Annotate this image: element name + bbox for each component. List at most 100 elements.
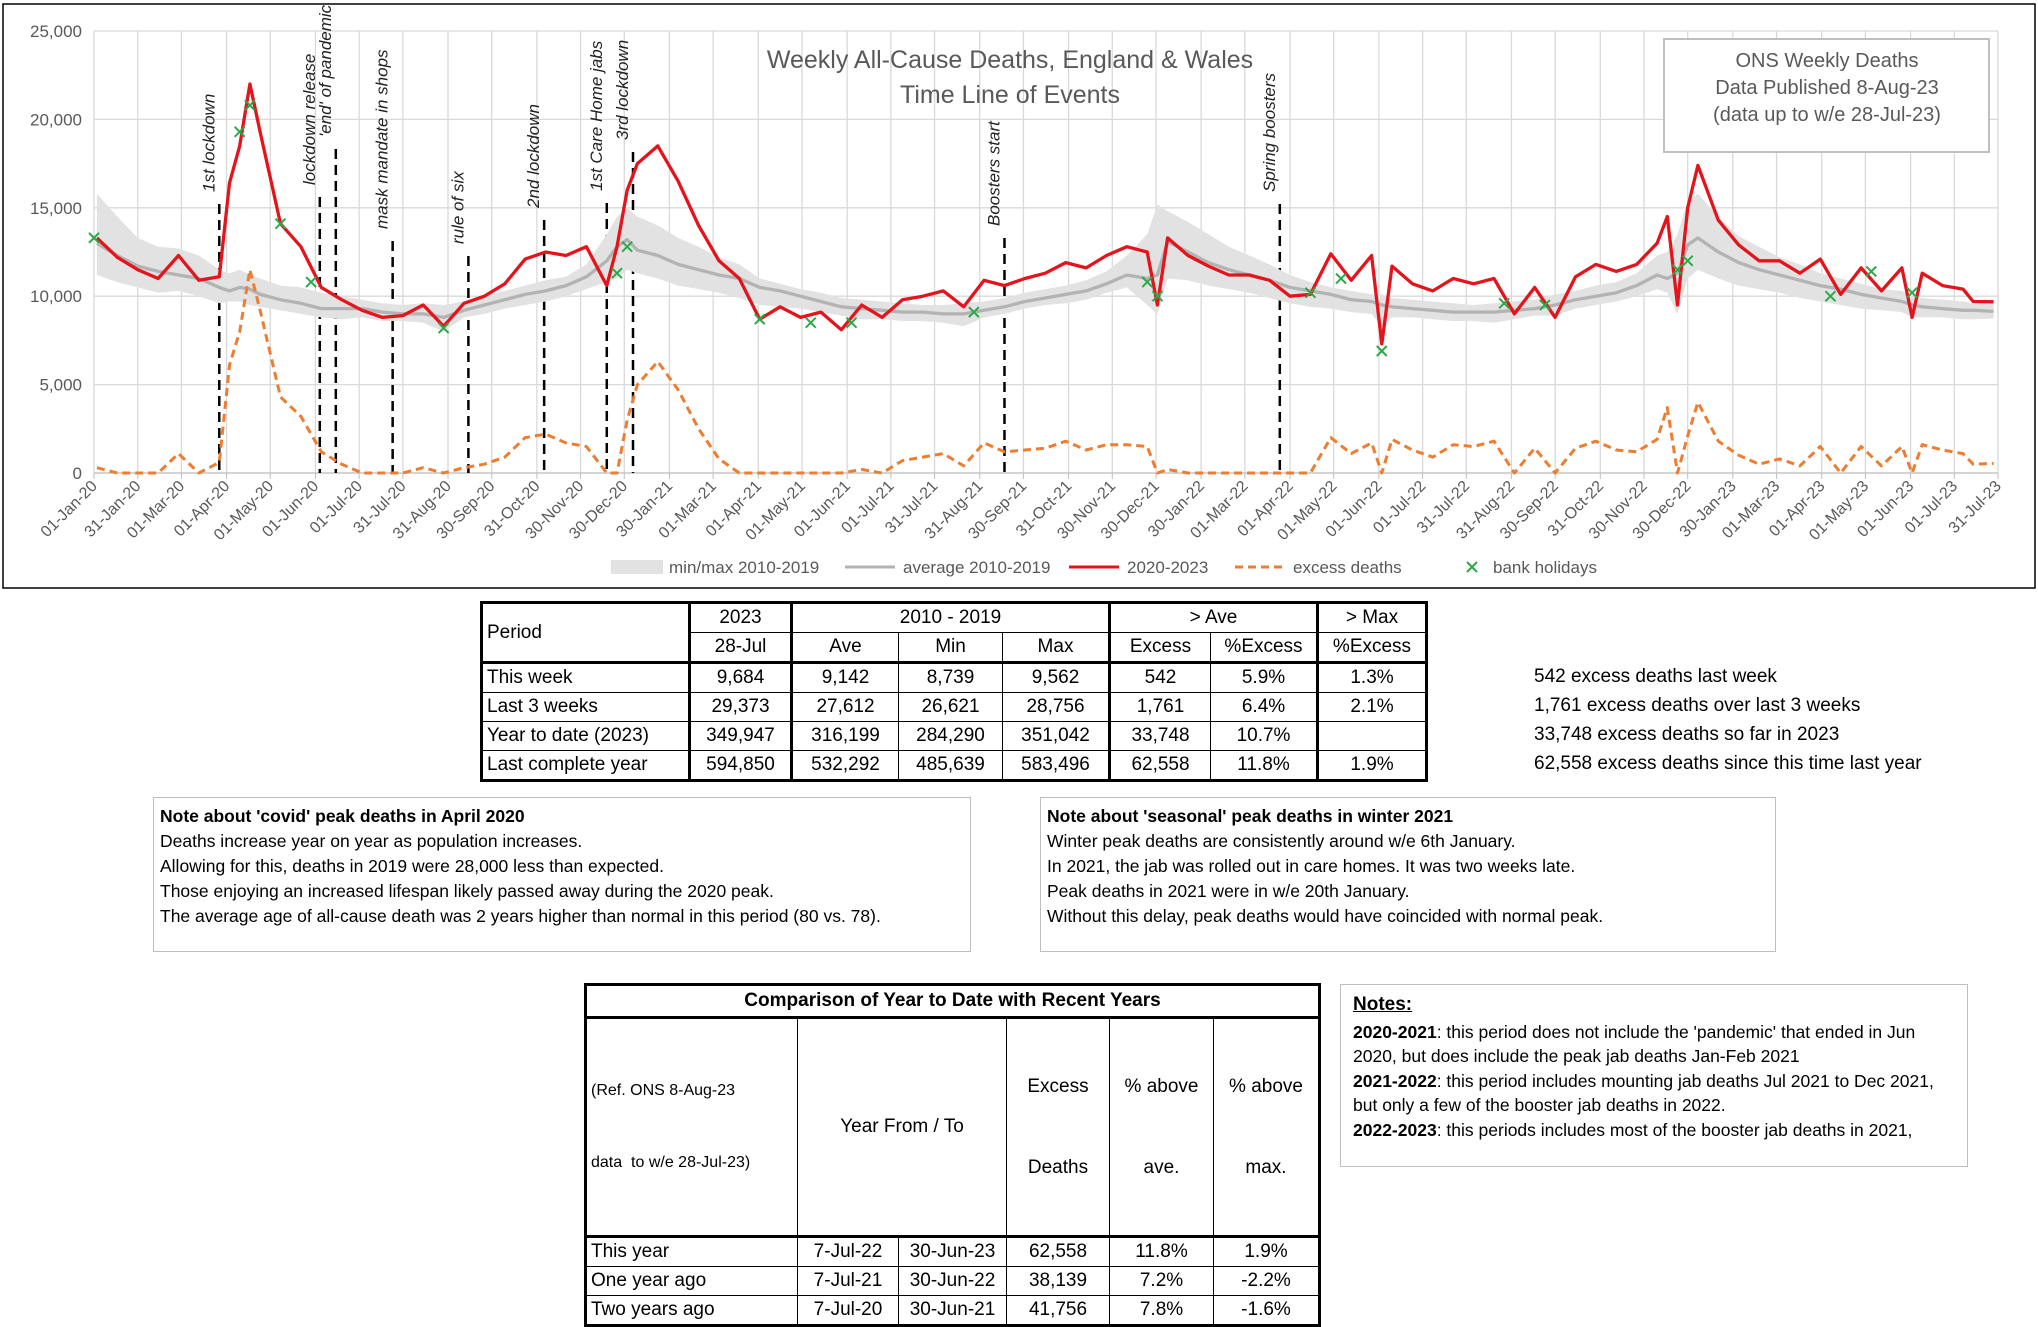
table-cell: Two years ago [585, 1295, 798, 1326]
header-cell: %Excess [1316, 632, 1427, 664]
side-note: 542 excess deaths last week [1534, 666, 1777, 687]
ref-cell: (Ref. ONS 8-Aug-23 data to w/e 28-Jul-23… [585, 1017, 798, 1238]
notes-item-text: : this periods includes most of the boos… [1436, 1119, 1913, 1140]
table-cell: 26,621 [898, 692, 1003, 722]
bank-holiday-marker [1335, 272, 1347, 285]
side-note: 1,761 excess deaths over last 3 weeks [1534, 695, 1861, 716]
note-line: In 2021, the jab was rolled out in care … [1047, 856, 1576, 876]
event-label: lockdown release [300, 54, 319, 185]
bank-holiday-marker [1671, 263, 1684, 276]
table-cell: -2.2% [1213, 1266, 1320, 1296]
table-row: One year ago 7-Jul-21 30-Jun-22 38,139 7.2% -… [585, 1266, 1320, 1296]
note-line: Deaths increase year on year as populati… [160, 831, 583, 851]
bank-holiday-marker [1539, 299, 1551, 311]
table-cell: 30-Jun-21 [898, 1295, 1007, 1326]
bank-holiday-marker [233, 126, 246, 138]
header-cell: Max [1002, 632, 1110, 664]
table-cell: Last 3 weeks [481, 692, 690, 722]
info-text: (data up to w/e 28-Jul-23) [1713, 104, 1941, 126]
table-cell: 7-Jul-22 [797, 1236, 899, 1267]
bank-holiday-marker [1906, 286, 1918, 299]
table-cell: -1.6% [1213, 1295, 1320, 1326]
bank-holiday-marker [805, 317, 817, 329]
event-label: Spring boosters [1260, 72, 1279, 192]
table-cell: 349,947 [688, 721, 792, 751]
title-row: Comparison of Year to Date with Recent Y… [585, 984, 1320, 1019]
comparison-table: Comparison of Year to Date with Recent Y… [584, 983, 1321, 1327]
header-row: 28-Jul Ave Min Max Excess %Excess %Excess [482, 632, 1427, 664]
table-cell: 8,739 [898, 662, 1003, 693]
bank-holiday-marker [611, 267, 623, 279]
table-cell: 41,756 [1006, 1295, 1110, 1326]
bank-holiday-marker [754, 313, 766, 325]
header-row: Period 2023 2010 - 2019 > Ave > Max [481, 602, 1427, 664]
header-cell: 2010 - 2019 [790, 602, 1110, 633]
header-cell: Excess [1108, 632, 1211, 664]
table-cell: 9,684 [688, 662, 792, 693]
line [96, 268, 1994, 475]
table-cell: 1.9% [1213, 1236, 1320, 1267]
bank-holiday-marker [274, 218, 287, 230]
table-cell: 1.3% [1316, 662, 1427, 693]
bank-holiday-marker [1824, 290, 1837, 302]
table-cell: This year [585, 1236, 798, 1267]
table-row: Two years ago 7-Jul-20 30-Jun-21 41,756 7.8%… [585, 1295, 1320, 1326]
table-cell: This week [481, 662, 690, 693]
header-cell: 2023 [688, 602, 792, 633]
info-text: Data Published 8-Aug-23 [1715, 77, 1938, 99]
table-cell: 316,199 [790, 721, 899, 751]
legend-label: 2020-2023 [1127, 558, 1208, 577]
notes-item-text: : this period includes mounting jab deat… [1353, 1070, 1934, 1116]
line [95, 82, 1994, 346]
header-cell: > Max [1316, 602, 1427, 633]
notes-box: Notes: 2020-2021: this period does not i… [1340, 984, 1968, 1167]
chart-title: Weekly All-Cause Deaths, England & Wales [767, 46, 1253, 74]
table-cell: 351,042 [1002, 721, 1110, 751]
chart-title: Time Line of Events [900, 81, 1120, 109]
header-cell: Year From / To [797, 1017, 1007, 1238]
header-line: % above [1229, 1076, 1303, 1097]
table-cell: 29,373 [688, 692, 792, 722]
table-row: Last complete year 594,850 532,292 485,639 5… [481, 750, 1427, 781]
bank-holiday-marker [1376, 345, 1388, 357]
header-cell: Min [898, 632, 1003, 664]
bank-holiday-marker [1141, 276, 1153, 288]
bank-holiday-marker [621, 240, 633, 253]
table-title: Comparison of Year to Date with Recent Y… [585, 984, 1320, 1019]
table-cell: 5.9% [1210, 662, 1318, 693]
bank-holiday-marker [845, 317, 858, 329]
legend-swatch [1466, 561, 1478, 573]
notes-item-text: : this period does not include the 'pand… [1353, 1021, 1916, 1067]
event-label: 1st lockdown [199, 94, 218, 192]
table-row: Last 3 weeks 29,373 27,612 26,621 28,756 1,76… [481, 692, 1427, 722]
table-cell: 7.8% [1109, 1295, 1214, 1326]
header-cell: Excess Deaths [1006, 1017, 1110, 1238]
info-box [1663, 38, 1990, 153]
notes-item: 2022-2023: this periods includes most of… [1353, 1118, 1955, 1143]
header-line: Deaths [1027, 1157, 1089, 1178]
header-cell: %Excess [1210, 632, 1318, 664]
header-cell: Ave [790, 632, 899, 664]
table-cell: 7.2% [1109, 1266, 1214, 1296]
table-cell [1316, 721, 1427, 751]
table-cell: 1,761 [1108, 692, 1211, 722]
table-cell: One year ago [585, 1266, 798, 1296]
header-cell: Period [481, 602, 690, 664]
note-covid: Note about 'covid' peak deaths in April … [153, 797, 971, 952]
table-cell: 27,612 [790, 692, 899, 722]
note-line: Peak deaths in 2021 were in w/e 20th Jan… [1047, 881, 1410, 901]
legend-swatch [611, 560, 663, 574]
bank-holiday-marker [1498, 297, 1510, 309]
info-text: ONS Weekly Deaths [1735, 50, 1918, 72]
y-tick-label: 5,000 [39, 376, 82, 395]
event-label: 2nd lockdown [524, 104, 543, 209]
bank-holiday-marker [88, 232, 100, 244]
bank-holiday-marker [437, 322, 450, 334]
legend: min/max 2010-2019 average 2010-2019 2020-2… [611, 558, 1597, 577]
header-cell: % above max. [1213, 1017, 1320, 1238]
table-cell: 10.7% [1210, 721, 1318, 751]
table-cell: 583,496 [1002, 750, 1110, 781]
table-cell: 11.8% [1109, 1236, 1214, 1267]
table-cell: 1.9% [1316, 750, 1427, 781]
event-label: Boosters start [984, 120, 1003, 226]
